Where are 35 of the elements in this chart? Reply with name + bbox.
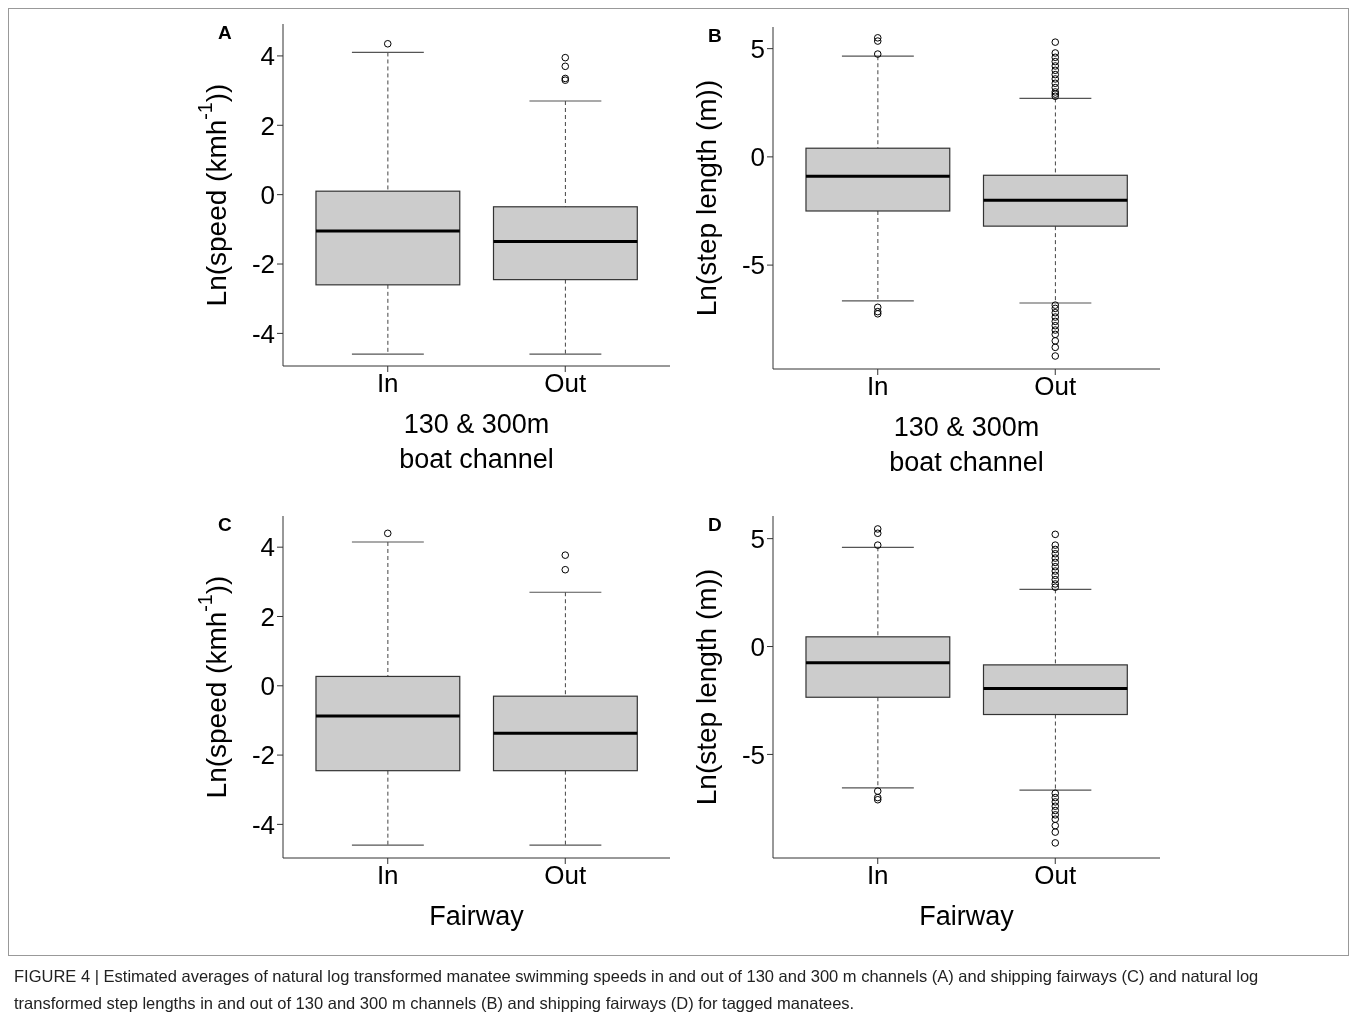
x-axis-title: Fairway — [918, 900, 1015, 933]
y-tick-label: 0 — [750, 142, 765, 173]
x-tick-label: In — [376, 860, 399, 891]
x-axis-title: Fairway — [428, 900, 525, 933]
x-axis-title: 130 & 300m boat channel — [888, 411, 1045, 479]
x-tick-label: Out — [1034, 860, 1077, 891]
y-tick-label: 0 — [750, 631, 765, 662]
y-tick-label: 5 — [750, 33, 765, 64]
y-tick-label: 2 — [260, 601, 275, 632]
x-axis-title: 130 & 300m boat channel — [398, 408, 555, 476]
y-tick-label: -5 — [741, 250, 765, 281]
y-tick-label: 5 — [750, 523, 765, 554]
y-tick-label: -2 — [251, 249, 275, 280]
y-tick-label: -5 — [741, 739, 765, 770]
x-tick-label: Out — [544, 860, 587, 891]
chart-title: A — [218, 22, 232, 44]
y-tick-label: 2 — [260, 110, 275, 141]
y-tick-label: 0 — [260, 179, 275, 210]
x-tick-label: In — [866, 371, 889, 402]
y-tick-label: 4 — [260, 532, 275, 563]
y-axis-title: Ln(step length (m)) — [690, 568, 722, 806]
x-tick-label: Out — [544, 368, 587, 399]
y-axis-title: Ln(step length (m)) — [690, 79, 722, 317]
x-tick-label: In — [866, 860, 889, 891]
chart-title: C — [218, 514, 232, 536]
x-tick-label: Out — [1034, 371, 1077, 402]
y-tick-label: -4 — [251, 809, 275, 840]
x-tick-label: In — [376, 368, 399, 399]
y-tick-label: 0 — [260, 671, 275, 702]
y-tick-label: -4 — [251, 318, 275, 349]
caption: FIGURE 4 | Estimated averages of natural log transformed manatee swimming speeds in and out of 130 and 300 m channels (A) and shipping fairways (C) and natural log transformed step lengths in and out of 130 and 300 m channels (B) and shipping fairways (D) for tagged manatees. — [14, 966, 1260, 1014]
y-tick-label: -2 — [251, 740, 275, 771]
chart-title: B — [708, 25, 722, 47]
chart-title: D — [708, 514, 722, 536]
y-tick-label: 4 — [260, 41, 275, 72]
